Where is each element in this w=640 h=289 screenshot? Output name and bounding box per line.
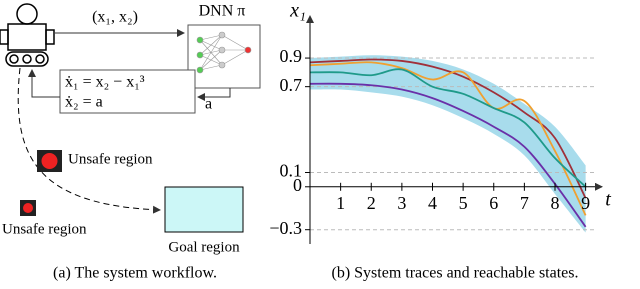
action-label: a [205, 96, 212, 113]
y-tick-label: −0.3 [269, 218, 302, 238]
workflow: (x₁, x₂) DNN π a ẋ₁ = x₂ − x₁³ ẋ₂ = a Un… [0, 3, 261, 282]
chart: −0.3 00.1 0.7 0.9 1 2 3 4 5 6 7 8 9 x₁ t [269, 0, 611, 244]
y-tick-label: 0 [293, 175, 302, 195]
unsafe-icon [41, 153, 58, 169]
x-tick-label: 2 [367, 193, 376, 213]
arrow [197, 88, 231, 101]
y-tick-label: 0.7 [280, 75, 303, 95]
network-label: DNN π [199, 3, 246, 20]
trace [309, 68, 587, 188]
x-tick-label: 9 [581, 193, 590, 213]
trace [309, 82, 587, 228]
goal-label: Goal region [168, 239, 240, 255]
arrow [28, 69, 60, 98]
y-axis-label: x₁ [289, 0, 306, 22]
robot-icon [0, 3, 55, 67]
dynamics: ẋ₂ = a [65, 94, 103, 111]
unsafe-icon [23, 203, 33, 213]
dynamics-box [59, 69, 196, 114]
state-label: (x₁, x₂) [92, 9, 138, 26]
x-tick-label: 6 [489, 193, 498, 213]
caption: (a) The system workflow. [53, 265, 217, 282]
x-tick-label: 3 [397, 193, 406, 213]
x-tick-label: 7 [520, 193, 529, 213]
dashed-trajectory [17, 67, 161, 214]
x-axis-label: t [605, 188, 611, 210]
y-tick-label: 0.1 [280, 161, 303, 181]
unsafe-label: Unsafe region [2, 221, 87, 237]
trace [309, 58, 587, 199]
dynamics: ẋ₁ = x₂ − x₁³ [65, 74, 145, 91]
caption: (b) System traces and reachable states. [331, 265, 578, 282]
y-tick-label: 0.9 [280, 46, 303, 66]
x-tick-label: 4 [428, 193, 437, 213]
x-tick-label: 8 [551, 193, 560, 213]
unsafe-label: Unsafe region [68, 151, 153, 167]
trace [309, 61, 587, 216]
x-tick-label: 1 [336, 193, 345, 213]
goal-box [164, 186, 244, 233]
x-tick-label: 5 [459, 193, 468, 213]
network-icon [196, 31, 252, 74]
